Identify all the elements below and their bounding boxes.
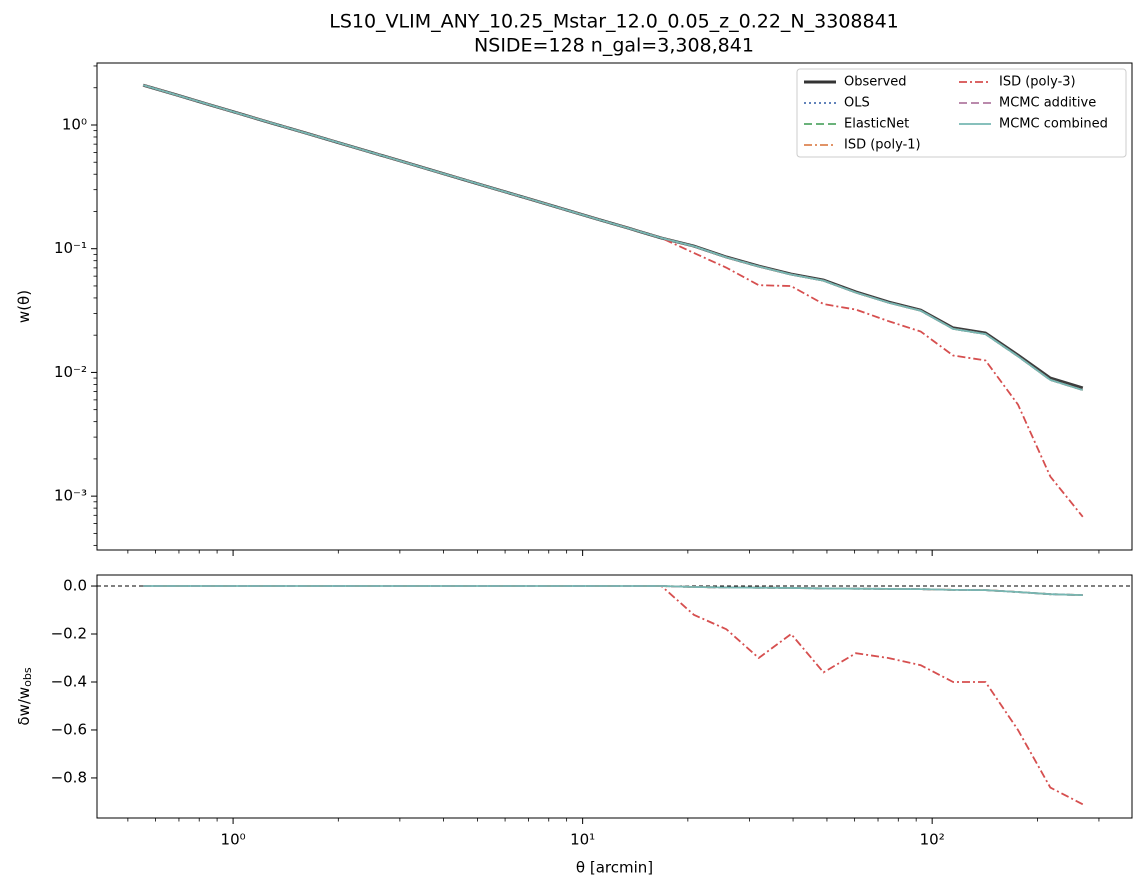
chart-title: LS10_VLIM_ANY_10.25_Mstar_12.0_0.05_z_0.… bbox=[329, 11, 899, 33]
series-line bbox=[143, 585, 1083, 597]
x-tick-label: 10² bbox=[920, 831, 945, 849]
legend-label: MCMC additive bbox=[999, 96, 1096, 111]
legend-box bbox=[796, 68, 1127, 158]
series-line bbox=[142, 84, 1084, 391]
y-tick-label: −0.4 bbox=[51, 672, 87, 690]
legend-label: MCMC combined bbox=[999, 117, 1108, 132]
series-line bbox=[143, 585, 1083, 597]
series-line bbox=[143, 585, 1083, 597]
legend-label: ISD (poly-1) bbox=[844, 138, 921, 153]
legend-label: OLS bbox=[844, 96, 870, 111]
y-axis-label: w(θ) bbox=[15, 290, 33, 323]
y-tick-label: 10⁰ bbox=[62, 115, 87, 133]
y-tick-label: −0.8 bbox=[51, 768, 87, 786]
legend-label: ISD (poly-3) bbox=[999, 75, 1076, 90]
y-tick-label: 10⁻¹ bbox=[54, 239, 87, 257]
series-line bbox=[143, 585, 1083, 597]
x-tick-label: 10¹ bbox=[570, 831, 595, 849]
plot-frame bbox=[96, 574, 1133, 819]
y-tick-label: −0.6 bbox=[51, 720, 87, 738]
legend-label: Observed bbox=[844, 75, 907, 90]
y-tick-label: 10⁻² bbox=[54, 363, 87, 381]
x-axis-label: θ [arcmin] bbox=[576, 859, 653, 877]
y-tick-label: 0.0 bbox=[63, 577, 87, 595]
label-sub: obs bbox=[21, 667, 34, 687]
chart-subtitle: NSIDE=128 n_gal=3,308,841 bbox=[474, 35, 754, 57]
y-tick-label: 10⁻³ bbox=[54, 487, 87, 505]
label-main: δw/w bbox=[15, 687, 33, 726]
label-main: w(θ) bbox=[15, 290, 33, 323]
series-line bbox=[143, 585, 1083, 597]
series-line bbox=[143, 585, 1084, 806]
plot-frame bbox=[96, 62, 1133, 551]
x-tick-label: 10⁰ bbox=[221, 831, 246, 849]
y-tick-label: −0.2 bbox=[51, 625, 87, 643]
legend-label: ElasticNet bbox=[844, 117, 909, 132]
y-axis-label: δw/wobs bbox=[15, 667, 35, 725]
